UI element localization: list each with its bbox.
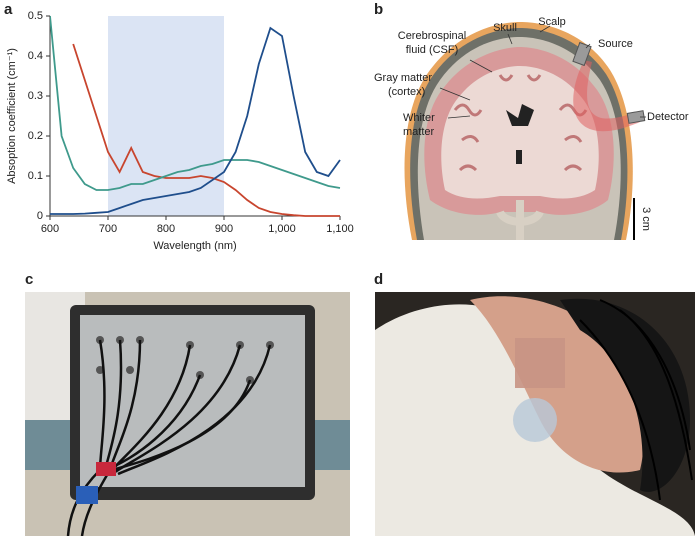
- y-tick-label: 0.1: [28, 170, 43, 182]
- panel-letter: d: [374, 271, 383, 288]
- x-axis-label: Wavelength (nm): [153, 240, 236, 252]
- diagram-label: Whiter: [403, 112, 435, 124]
- leader-lines: [439, 25, 646, 119]
- series-line: [50, 26, 341, 215]
- diagram-label: Cerebrospinal: [398, 30, 466, 42]
- scale-label: 3 cm: [640, 207, 652, 231]
- y-axis-label: Absoption coefficient (cm⁻¹): [6, 48, 18, 184]
- brainstem: [496, 200, 544, 240]
- diagram-label: matter: [403, 126, 435, 138]
- diagram-label: Source: [598, 38, 633, 50]
- source-probe: [572, 41, 592, 67]
- x-tick-label: 800: [157, 223, 175, 235]
- x-tick-label: 1,100: [326, 223, 354, 235]
- panel-letter: c: [25, 271, 33, 288]
- diagram-label: Gray matter: [374, 72, 432, 84]
- diagram-label: Skull: [493, 22, 517, 34]
- y-tick-label: 0.4: [28, 50, 43, 62]
- y-tick-label: 0.2: [28, 130, 43, 142]
- photo-device: [25, 292, 350, 536]
- x-tick-label: 700: [99, 223, 117, 235]
- diagram-label: (cortex): [388, 86, 425, 98]
- ventricle: [506, 104, 534, 126]
- ventricle: [516, 150, 522, 164]
- photo-infant: [375, 292, 695, 536]
- white-matter: [441, 66, 599, 199]
- x-tick-label: 1,000: [268, 223, 296, 235]
- light-path: [573, 60, 640, 132]
- x-tick-label: 600: [41, 223, 59, 235]
- series-line: [72, 43, 340, 217]
- detector-probe: [626, 110, 646, 124]
- y-tick-label: 0.3: [28, 90, 43, 102]
- diagram-label: fluid (CSF): [406, 44, 459, 56]
- gyri: [453, 74, 588, 172]
- shaded-region: [108, 16, 224, 216]
- panel-letter: b: [374, 1, 383, 18]
- y-tick-label: 0.5: [28, 10, 43, 22]
- series-line: [50, 15, 341, 191]
- panel-letter: a: [4, 1, 13, 18]
- diagram-label: Detector: [647, 111, 689, 123]
- diagram-label: Scalp: [538, 16, 566, 28]
- line-chart: 0 0.1 0.2 0.3 0.4 0.5 600 700 800 900 1,000 1,100 Wa…: [6, 10, 354, 252]
- y-tick-label: 0: [37, 210, 43, 222]
- x-tick-label: 900: [215, 223, 233, 235]
- head-diagram: [404, 22, 646, 240]
